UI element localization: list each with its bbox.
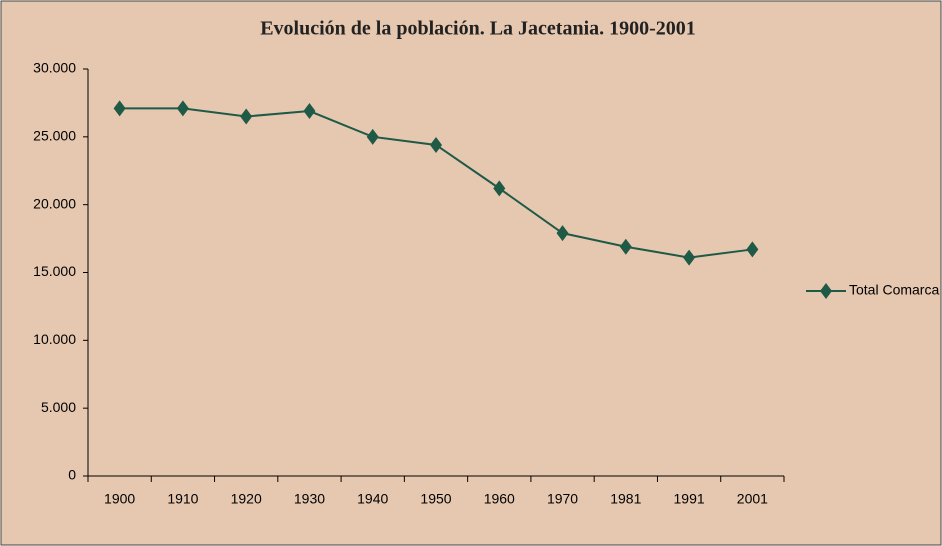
y-tick-label: 20.000	[33, 195, 76, 211]
point-marker	[303, 103, 316, 120]
x-tick-label: 1960	[484, 491, 515, 507]
point-marker	[176, 100, 189, 117]
point-marker	[556, 225, 569, 242]
x-tick-label: 1900	[104, 491, 135, 507]
x-tick-label: 1920	[231, 491, 262, 507]
point-marker	[683, 249, 696, 266]
point-marker	[430, 136, 442, 153]
point-marker	[366, 128, 379, 145]
point-marker	[493, 180, 506, 197]
point-marker	[113, 100, 126, 117]
point-marker	[619, 238, 632, 255]
x-tick-label: 1991	[674, 491, 705, 507]
chart-title: Evolución de la población. La Jacetania.…	[260, 18, 696, 40]
x-tick-label: 1930	[294, 491, 325, 507]
y-tick-label: 30.000	[33, 60, 76, 76]
x-tick-label: 1950	[420, 491, 451, 507]
legend-label: Total Comarca	[849, 282, 939, 298]
y-tick-label: 10.000	[33, 331, 76, 347]
x-tick-label: 2001	[737, 491, 768, 507]
y-tick-label: 15.000	[33, 263, 76, 279]
point-marker	[240, 108, 253, 125]
x-tick-label: 1981	[610, 491, 641, 507]
y-tick-label: 5.000	[41, 399, 76, 415]
y-tick-label: 0	[68, 467, 76, 483]
point-marker	[746, 241, 759, 258]
y-tick-label: 25.000	[33, 128, 76, 144]
legend-marker	[820, 283, 832, 299]
x-tick-label: 1940	[357, 491, 388, 507]
x-tick-label: 1970	[547, 491, 578, 507]
x-tick-label: 1910	[167, 491, 198, 507]
